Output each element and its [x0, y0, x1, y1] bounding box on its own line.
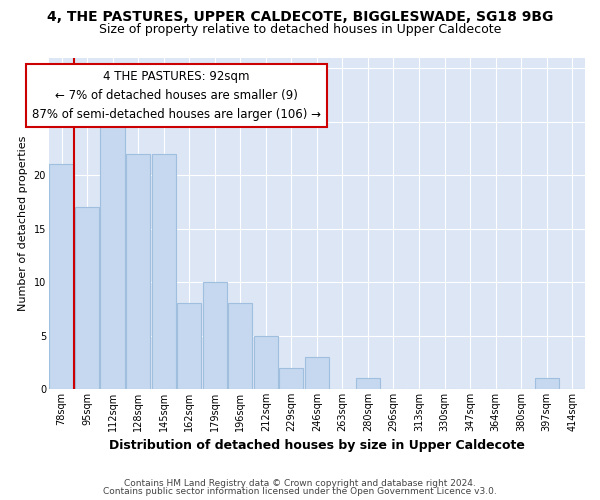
- Text: Size of property relative to detached houses in Upper Caldecote: Size of property relative to detached ho…: [99, 22, 501, 36]
- Bar: [126, 154, 150, 389]
- Bar: [535, 378, 559, 389]
- Bar: [305, 357, 329, 389]
- Bar: [100, 122, 125, 389]
- Bar: [254, 336, 278, 389]
- Bar: [75, 207, 99, 389]
- Bar: [279, 368, 304, 389]
- Text: 4, THE PASTURES, UPPER CALDECOTE, BIGGLESWADE, SG18 9BG: 4, THE PASTURES, UPPER CALDECOTE, BIGGLE…: [47, 10, 553, 24]
- Bar: [228, 304, 253, 389]
- Bar: [49, 164, 74, 389]
- Bar: [177, 304, 202, 389]
- Text: Contains public sector information licensed under the Open Government Licence v3: Contains public sector information licen…: [103, 488, 497, 496]
- Y-axis label: Number of detached properties: Number of detached properties: [18, 136, 28, 311]
- Text: Contains HM Land Registry data © Crown copyright and database right 2024.: Contains HM Land Registry data © Crown c…: [124, 478, 476, 488]
- Bar: [356, 378, 380, 389]
- X-axis label: Distribution of detached houses by size in Upper Caldecote: Distribution of detached houses by size …: [109, 440, 525, 452]
- Text: 4 THE PASTURES: 92sqm
← 7% of detached houses are smaller (9)
87% of semi-detach: 4 THE PASTURES: 92sqm ← 7% of detached h…: [32, 70, 321, 122]
- Bar: [152, 154, 176, 389]
- Bar: [203, 282, 227, 389]
